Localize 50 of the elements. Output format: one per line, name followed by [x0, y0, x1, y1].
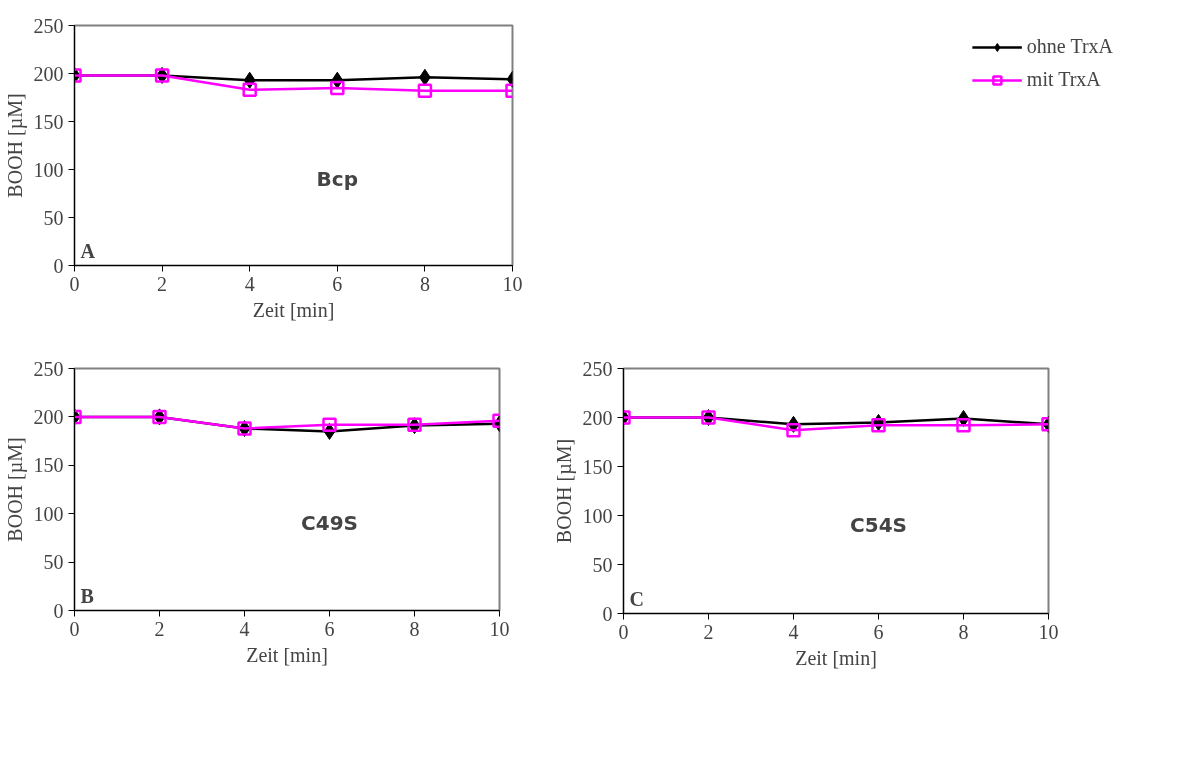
y-axis-title: BOOH [µM] — [3, 437, 27, 542]
x-tick-label: 0 — [69, 272, 80, 295]
annotation: B — [80, 584, 94, 607]
x-tick-label: 4 — [788, 620, 799, 643]
annotation: C54S — [850, 513, 907, 538]
y-tick-label: 0 — [53, 254, 64, 277]
x-tick-label: 10 — [489, 617, 510, 640]
y-axis-title: BOOH [µM] — [3, 93, 27, 198]
x-tick-label: 0 — [69, 617, 80, 640]
y-tick-label: 150 — [582, 455, 613, 478]
x-tick-label: 6 — [873, 620, 884, 643]
y-tick-label: 50 — [592, 553, 613, 576]
y-tick-label: 150 — [33, 110, 64, 133]
annotation: Bcp — [316, 167, 359, 192]
x-tick-label: 4 — [239, 617, 250, 640]
x-tick-label: 6 — [332, 272, 343, 295]
y-tick-label: 100 — [33, 502, 64, 525]
x-axis-title: Zeit [min] — [246, 643, 328, 666]
y-tick-label: 250 — [582, 357, 613, 380]
legend-label: mit TrxA — [1026, 68, 1101, 91]
y-axis-title: BOOH [µM] — [552, 438, 576, 544]
y-tick-label: 0 — [53, 599, 64, 622]
y-tick-label: 200 — [33, 62, 64, 85]
y-tick-label: 0 — [602, 602, 613, 625]
y-tick-label: 200 — [582, 406, 613, 429]
x-tick-label: 10 — [1038, 620, 1059, 643]
x-tick-label: 0 — [618, 620, 629, 643]
x-axis-title: Zeit [min] — [795, 646, 877, 669]
x-tick-label: 8 — [958, 620, 969, 643]
x-tick-label: 8 — [419, 272, 430, 295]
x-tick-label: 4 — [244, 272, 255, 295]
y-tick-label: 250 — [33, 357, 64, 380]
y-tick-label: 250 — [33, 14, 64, 37]
annotation: A — [80, 239, 96, 262]
annotation: C — [629, 587, 644, 610]
y-tick-label: 50 — [43, 551, 64, 574]
x-axis-title: Zeit [min] — [252, 298, 335, 321]
x-tick-label: 2 — [157, 272, 168, 295]
y-tick-label: 100 — [582, 504, 613, 527]
x-tick-label: 2 — [703, 620, 714, 643]
x-tick-label: 10 — [502, 272, 523, 295]
x-tick-label: 6 — [324, 617, 335, 640]
y-tick-label: 100 — [33, 158, 64, 181]
annotation: C49S — [301, 511, 358, 536]
y-tick-label: 50 — [43, 206, 64, 229]
y-tick-label: 200 — [33, 405, 64, 428]
x-tick-label: 8 — [409, 617, 420, 640]
x-tick-label: 2 — [154, 617, 165, 640]
y-tick-label: 150 — [33, 454, 64, 477]
legend-label: ohne TrxA — [1026, 35, 1113, 58]
